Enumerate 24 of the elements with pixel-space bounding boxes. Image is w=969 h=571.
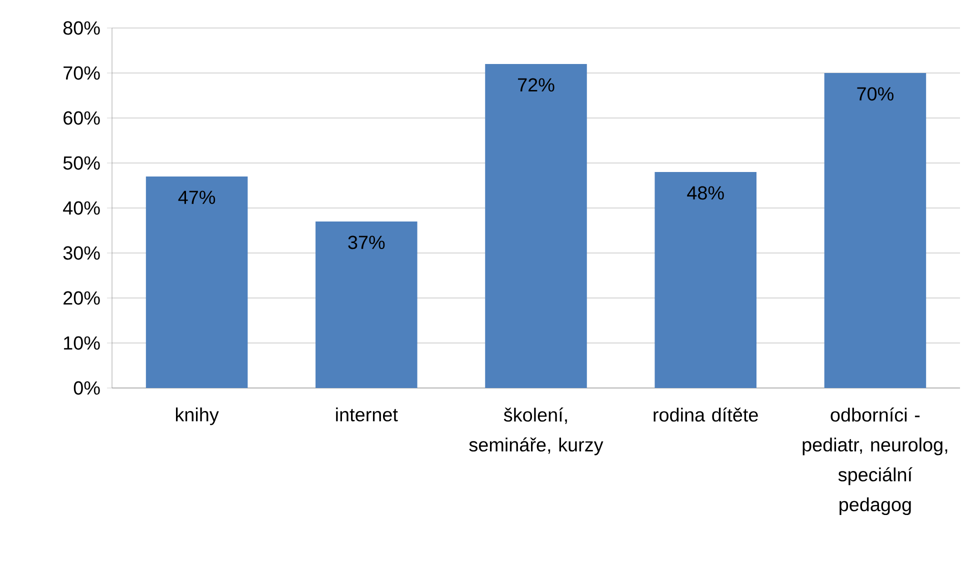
data-label: 70%	[857, 87, 894, 101]
data-label: 47%	[178, 190, 216, 204]
x-tick-label: rodina dítěte	[654, 408, 758, 422]
bar	[485, 64, 587, 388]
y-tick-label: 40%	[63, 201, 100, 215]
bar	[316, 222, 418, 388]
y-tick-label: 20%	[64, 291, 100, 305]
y-tick-label: 10%	[64, 336, 100, 350]
y-tick-label: 50%	[63, 156, 100, 170]
y-tick-label: 80%	[63, 21, 100, 35]
y-tick-label: 70%	[64, 66, 100, 80]
data-label: 72%	[518, 78, 554, 92]
y-tick-label: 30%	[63, 246, 100, 260]
data-label: 48%	[687, 186, 724, 200]
x-tick-label: knihy	[176, 408, 219, 426]
x-tick-label: internet	[336, 408, 398, 422]
bar	[824, 73, 926, 388]
bar	[146, 176, 248, 388]
bar	[654, 172, 756, 388]
y-tick-label: 60%	[64, 111, 100, 125]
x-tick-label: odborníci - pediatr, neurolog, speciální pedagog	[802, 408, 948, 516]
data-label: 37%	[348, 236, 385, 250]
x-tick-label: školení, semináře, kurzy	[469, 408, 604, 456]
y-tick-label: 0%	[74, 381, 100, 395]
